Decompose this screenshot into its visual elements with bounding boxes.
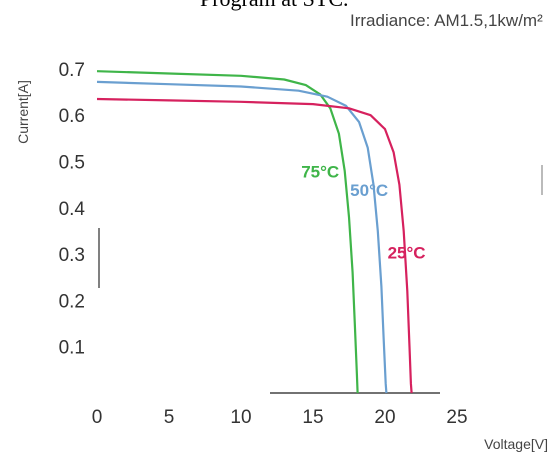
x-tick-labels: 0 5 10 15 20 25 [92,407,468,428]
series-group [96,70,413,394]
series-label: 25°C [388,244,426,263]
series-labels: 75°C 50°C 25°C [301,163,425,263]
series-line [96,80,388,394]
y-tick-label: 0.2 [59,291,85,312]
y-tick-labels: 0.1 0.2 0.3 0.4 0.5 0.6 0.7 [59,60,86,359]
x-axis-label: Voltage[V] [484,436,548,452]
y-tick-label: 0.7 [59,60,85,81]
x-tick-label: 10 [230,407,251,428]
y-tick-label: 0.4 [59,199,86,220]
series-label: 50°C [350,181,388,200]
x-tick-label: 20 [374,407,395,428]
y-tick-label: 0.5 [59,153,85,174]
y-tick-label: 0.1 [59,338,85,359]
series-line [96,97,413,394]
x-tick-label: 15 [302,407,323,428]
x-tick-label: 5 [164,407,175,428]
y-axis-label: Current[A] [15,80,31,144]
y-tick-label: 0.3 [59,245,85,266]
series-line [96,70,359,394]
y-tick-label: 0.6 [59,106,85,127]
series-label: 75°C [301,163,339,182]
x-tick-label: 0 [92,407,103,428]
chart-title: Program at STC. [200,0,349,11]
x-tick-label: 25 [446,407,467,428]
chart-subtitle: Irradiance: AM1.5,1kw/m² [350,11,543,30]
